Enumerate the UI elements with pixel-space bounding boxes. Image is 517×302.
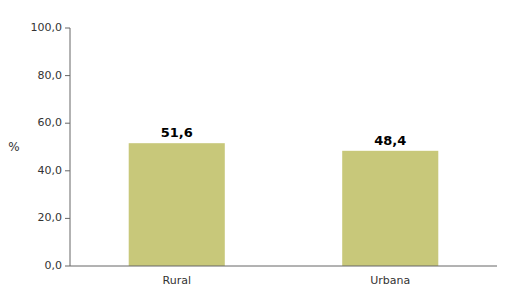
bars	[129, 143, 439, 266]
x-tick-label: Rural	[163, 274, 191, 287]
y-tick	[65, 123, 70, 124]
y-tick-label: 20,0	[38, 211, 63, 224]
data-labels: 51,6 48,4	[161, 125, 407, 148]
y-tick	[65, 218, 70, 219]
y-tick-label: 60,0	[38, 116, 63, 129]
y-tick-label: 100,0	[31, 21, 63, 34]
data-label: 48,4	[374, 133, 406, 148]
bar	[129, 143, 225, 266]
y-tick	[65, 170, 70, 171]
bar	[342, 151, 438, 266]
y-tick	[65, 266, 70, 267]
y-axis-label: %	[8, 140, 19, 154]
x-axis-line	[70, 266, 497, 267]
x-tick-label: Urbana	[370, 274, 410, 287]
data-label: 51,6	[161, 125, 193, 140]
y-tick-label: 0,0	[45, 259, 63, 272]
chart-svg: 0,0 20,0 40,0 60,0 80,0 100,0% Rural Urbana 51,6…	[0, 0, 517, 302]
y-axis-line	[70, 28, 71, 266]
y-tick-label: 40,0	[38, 164, 63, 177]
x-axis: Rural Urbana	[70, 266, 497, 287]
y-axis: 0,0 20,0 40,0 60,0 80,0 100,0	[31, 21, 71, 272]
y-tick	[65, 75, 70, 76]
y-tick-label: 80,0	[38, 69, 63, 82]
chart-container: 0,0 20,0 40,0 60,0 80,0 100,0% Rural Urbana 51,6…	[0, 0, 517, 302]
y-tick	[65, 28, 70, 29]
